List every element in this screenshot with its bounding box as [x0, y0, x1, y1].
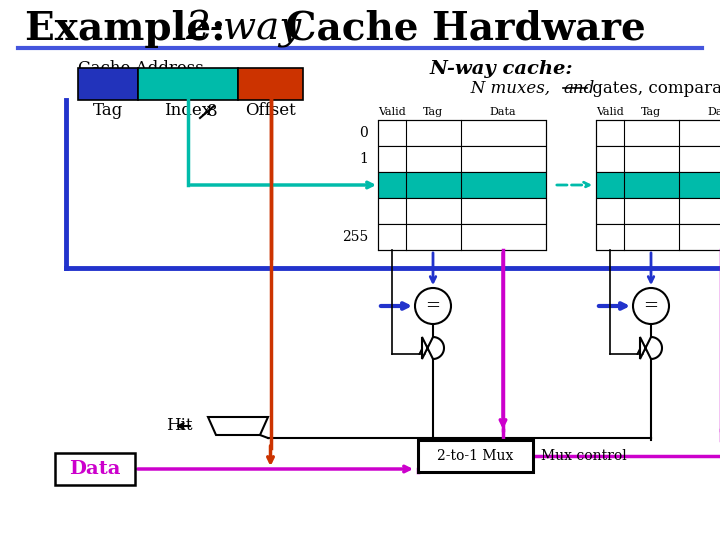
Circle shape: [415, 288, 451, 324]
Text: =: =: [426, 297, 441, 315]
Bar: [596, 198, 720, 224]
Bar: [418, 440, 533, 472]
Text: Mux control: Mux control: [541, 449, 626, 463]
Text: Index: Index: [164, 102, 212, 119]
Text: Data: Data: [708, 107, 720, 117]
Text: N-way cache:: N-way cache:: [430, 60, 574, 78]
Text: Data: Data: [490, 107, 516, 117]
Polygon shape: [208, 417, 268, 435]
Bar: [596, 172, 720, 198]
Text: 0: 0: [359, 126, 368, 140]
Bar: [378, 172, 546, 198]
Text: 8: 8: [207, 104, 217, 120]
Circle shape: [633, 288, 669, 324]
Text: =: =: [644, 297, 659, 315]
Text: Hit: Hit: [166, 417, 193, 435]
Bar: [378, 198, 546, 224]
Bar: [596, 224, 720, 250]
Text: Tag: Tag: [641, 107, 661, 117]
Bar: [596, 146, 720, 172]
Bar: [238, 68, 303, 100]
Bar: [138, 68, 238, 100]
Text: Tag: Tag: [423, 107, 443, 117]
Text: Valid: Valid: [378, 107, 406, 117]
Text: Data: Data: [69, 460, 121, 478]
Text: Valid: Valid: [596, 107, 624, 117]
Polygon shape: [422, 337, 444, 359]
Text: and: and: [563, 80, 594, 97]
Text: Tag: Tag: [93, 102, 123, 119]
Bar: [378, 120, 546, 146]
Text: Offset: Offset: [245, 102, 296, 119]
Text: N muxes,: N muxes,: [455, 80, 555, 97]
Polygon shape: [640, 337, 662, 359]
Bar: [378, 146, 546, 172]
Bar: [378, 224, 546, 250]
Text: 2-to-1 Mux: 2-to-1 Mux: [437, 449, 513, 463]
Text: 255: 255: [342, 230, 368, 244]
Text: Cache Address: Cache Address: [78, 60, 204, 77]
Text: 1: 1: [359, 152, 368, 166]
Text: Example:: Example:: [25, 10, 239, 48]
Bar: [55, 453, 135, 485]
Text: Cache Hardware: Cache Hardware: [272, 10, 646, 48]
Bar: [596, 120, 720, 146]
Text: 2-way: 2-way: [185, 10, 301, 48]
Bar: [78, 68, 138, 100]
Text: gates, comparators: gates, comparators: [587, 80, 720, 97]
